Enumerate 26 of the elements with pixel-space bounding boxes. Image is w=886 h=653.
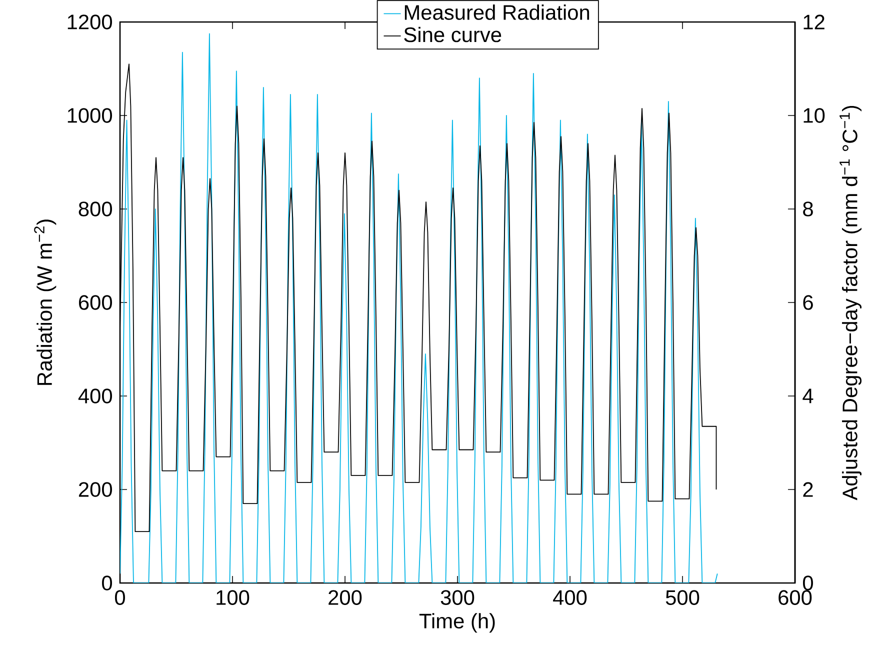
y-axis-title: Radiation (W m$^{−2}$): [34, 220, 56, 385]
legend-label: Sine curve: [404, 26, 502, 42]
x-tick-label: 500: [666, 590, 700, 605]
y2-tick-label: 12: [804, 14, 824, 30]
x-tick-label: 300: [440, 590, 474, 605]
y-tick-label: 200: [78, 482, 112, 497]
y2-tick-label: 6: [803, 295, 813, 310]
y2-tick-label: 10: [804, 108, 825, 123]
y-tick-label: 1000: [68, 108, 112, 123]
x-tick-label: 400: [553, 590, 587, 605]
y-tick-label: 1200: [68, 14, 112, 30]
y-tick-label: 400: [78, 388, 112, 404]
y2-axis-title: Adjusted Degree−day factor (mm d$^{−1}$ °C$^{−1}$): [840, 106, 862, 500]
x-tick-label: 100: [216, 590, 250, 605]
legend-label: Measured Radiation: [404, 4, 590, 20]
x-tick-label: 200: [328, 590, 362, 605]
y2-tick-label: 8: [803, 202, 813, 216]
y-tick-label: 0: [102, 576, 112, 590]
y-tick-label: 800: [78, 202, 112, 216]
x-tick-label: 600: [778, 590, 812, 605]
x-axis-title: Time (h): [419, 613, 495, 633]
y2-tick-label: 2: [803, 482, 813, 497]
x-tick-label: 0: [115, 590, 126, 605]
y2-tick-label: 4: [802, 388, 814, 404]
y-tick-label: 600: [78, 295, 112, 310]
y2-tick-label: 0: [802, 576, 813, 590]
